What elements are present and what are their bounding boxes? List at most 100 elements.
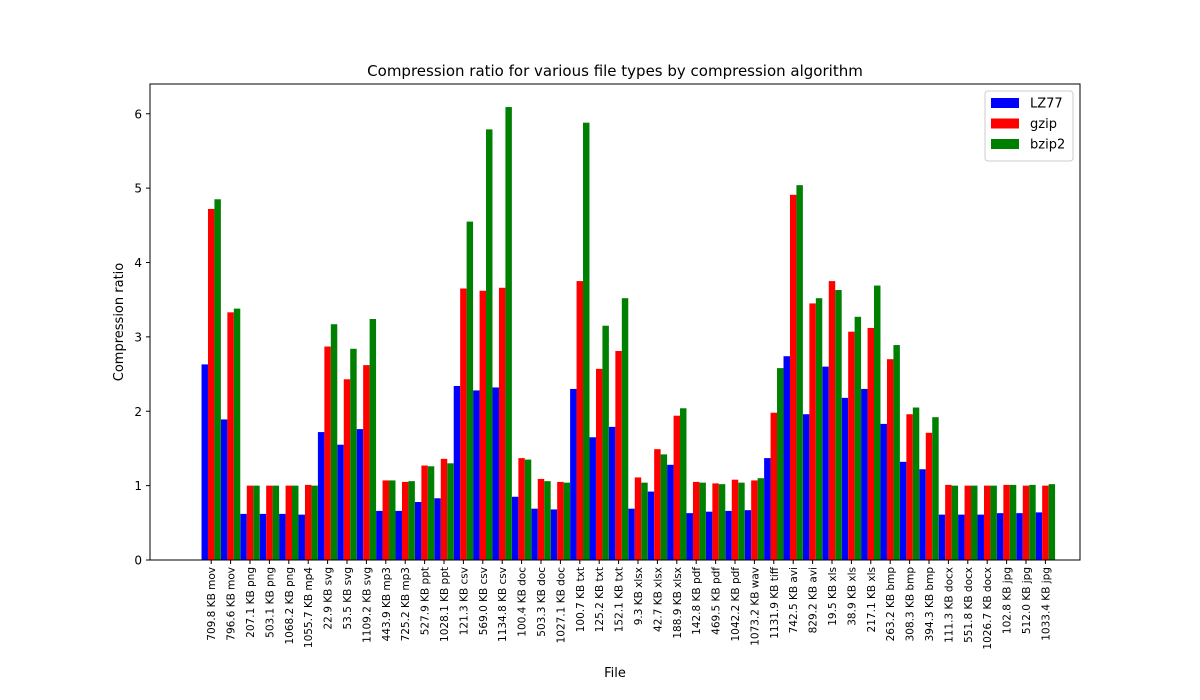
bar-lz77-19 <box>570 388 577 560</box>
x-tick-label: 503.3 KB doc <box>536 567 548 637</box>
bar-bzip2-5 <box>311 485 318 561</box>
bar-lz77-20 <box>589 437 596 560</box>
x-tick-label: 1134.8 KB csv <box>497 567 509 642</box>
x-tick-label: 188.9 KB xlsx <box>672 567 684 639</box>
x-tick-label: 207.1 KB png <box>245 567 257 638</box>
bar-bzip2-19 <box>583 122 590 561</box>
bars-layer <box>201 107 1056 561</box>
bar-gzip-39 <box>964 485 972 561</box>
x-tick-label: 42.7 KB xlsx <box>652 567 664 632</box>
x-tick-label: 102.8 KB jpg <box>1002 567 1014 634</box>
x-tick-label: 1042.2 KB pdf <box>730 567 742 642</box>
bar-gzip-42 <box>1022 485 1030 561</box>
bar-bzip2-12 <box>447 463 454 560</box>
bar-gzip-21 <box>615 351 622 560</box>
bar-bzip2-10 <box>408 481 415 560</box>
bar-bzip2-23 <box>660 454 668 560</box>
bar-gzip-11 <box>421 465 428 560</box>
x-tick-label: 111.3 KB docx <box>943 567 955 643</box>
bar-bzip2-6 <box>330 324 338 560</box>
bar-gzip-15 <box>498 287 506 560</box>
bar-lz77-31 <box>802 414 810 560</box>
bar-lz77-24 <box>667 464 674 560</box>
bar-gzip-22 <box>634 477 642 560</box>
bar-gzip-8 <box>363 365 370 560</box>
bar-gzip-40 <box>983 485 991 561</box>
legend-label-bzip2: bzip2 <box>1030 138 1065 153</box>
bar-lz77-22 <box>628 508 635 560</box>
x-tick-label: 38.9 KB xls <box>846 567 858 626</box>
legend-swatch-gzip <box>991 118 1019 129</box>
bar-gzip-20 <box>595 368 603 560</box>
bar-lz77-13 <box>453 385 461 560</box>
x-tick-label: 9.3 KB xlsx <box>633 567 645 625</box>
bar-bzip2-41 <box>1009 484 1017 560</box>
bar-gzip-4 <box>285 485 293 561</box>
x-tick-label: 1027.1 KB doc <box>555 567 567 644</box>
bar-gzip-25 <box>692 481 700 560</box>
bar-bzip2-26 <box>718 484 726 560</box>
bar-gzip-16 <box>518 458 525 560</box>
bar-gzip-14 <box>479 290 487 560</box>
x-tick-label: 512.0 KB jpg <box>1021 567 1033 634</box>
bar-bzip2-22 <box>641 482 648 560</box>
x-tick-label: 443.9 KB mp3 <box>381 567 393 641</box>
bar-lz77-14 <box>473 390 480 560</box>
x-tick-label: 829.2 KB avi <box>808 567 820 633</box>
bar-bzip2-3 <box>272 485 280 561</box>
bar-bzip2-13 <box>466 221 474 560</box>
bar-lz77-41 <box>996 513 1004 560</box>
y-axis-label: Compression ratio <box>112 263 127 382</box>
x-tick-label: 1028.1 KB ppt <box>439 567 451 642</box>
x-tick-label: 1055.7 KB mp4 <box>303 567 315 648</box>
bar-lz77-32 <box>822 366 829 561</box>
bar-gzip-0 <box>207 208 215 560</box>
x-tick-label: 394.3 KB bmp <box>924 567 936 642</box>
bar-lz77-25 <box>686 513 693 560</box>
bar-bzip2-43 <box>1048 484 1056 560</box>
bar-gzip-6 <box>324 346 331 560</box>
x-tick-label: 709.8 KB mov <box>206 567 218 641</box>
bar-bzip2-27 <box>738 482 745 560</box>
legend-label-lz77: LZ77 <box>1030 97 1063 112</box>
bar-lz77-0 <box>201 364 208 560</box>
bar-bzip2-4 <box>292 485 299 561</box>
bar-bzip2-7 <box>350 348 357 560</box>
legend-swatch-bzip2 <box>991 139 1019 149</box>
bar-gzip-32 <box>828 281 836 560</box>
x-tick-label: 263.2 KB bmp <box>885 567 897 642</box>
bar-gzip-43 <box>1042 485 1049 561</box>
bar-lz77-23 <box>647 491 655 560</box>
bar-lz77-2 <box>240 513 247 560</box>
x-tick-label: 569.0 KB csv <box>478 567 490 635</box>
bar-lz77-36 <box>899 461 907 560</box>
bar-lz77-27 <box>725 510 732 560</box>
y-tick-label: 0 <box>134 554 142 568</box>
bar-bzip2-25 <box>699 482 706 560</box>
x-tick-label: 308.3 KB bmp <box>905 567 917 642</box>
axes-layer: 0 1 2 3 4 5 6 709.8 KB mov 796.6 KB mov 207.1 KB … <box>134 83 1081 650</box>
bar-bzip2-14 <box>486 129 493 560</box>
bar-lz77-4 <box>279 513 286 560</box>
bar-bzip2-16 <box>524 459 532 560</box>
bar-gzip-36 <box>906 414 913 560</box>
bar-gzip-9 <box>382 480 390 560</box>
bar-lz77-9 <box>376 510 383 560</box>
bar-lz77-34 <box>861 388 868 560</box>
bar-lz77-35 <box>880 423 887 560</box>
bar-lz77-37 <box>919 469 926 560</box>
bar-lz77-6 <box>317 432 325 560</box>
x-tick-label: 1026.7 KB docx <box>982 567 994 650</box>
bar-lz77-18 <box>550 509 558 560</box>
x-tick-label: 725.2 KB mp3 <box>400 567 412 641</box>
x-tick-label: 217.1 KB xls <box>866 567 878 632</box>
x-tick-label: 527.9 KB ppt <box>420 567 432 635</box>
bar-gzip-1 <box>227 312 234 560</box>
bar-lz77-39 <box>958 514 965 560</box>
bar-lz77-10 <box>395 510 402 560</box>
bar-gzip-31 <box>809 303 816 560</box>
bar-bzip2-21 <box>621 298 629 560</box>
bar-gzip-17 <box>537 478 545 560</box>
